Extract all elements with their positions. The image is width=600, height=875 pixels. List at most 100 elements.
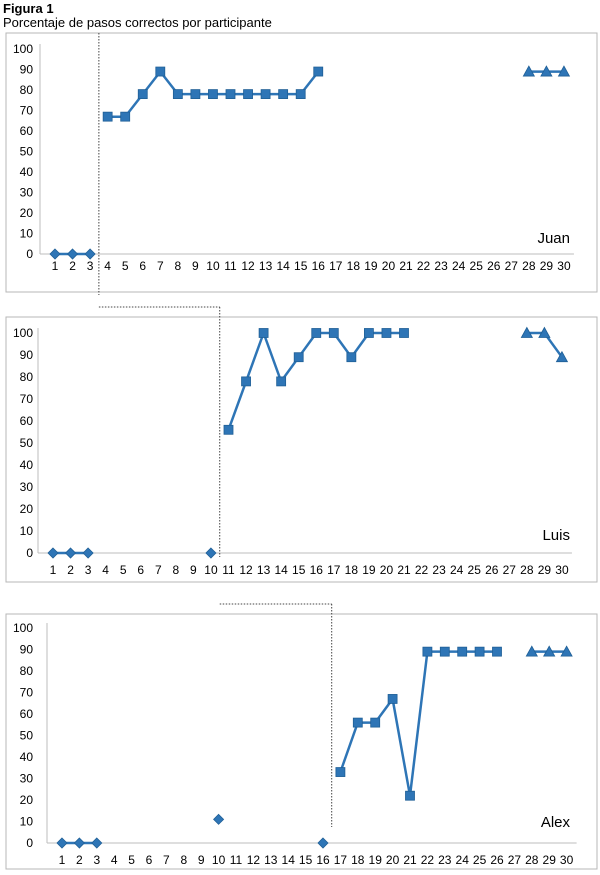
data-point <box>243 89 253 99</box>
x-tick-label: 16 <box>316 853 330 867</box>
x-tick-label: 19 <box>369 853 383 867</box>
data-point <box>543 645 556 657</box>
data-point <box>276 376 287 387</box>
data-point <box>295 89 306 99</box>
data-point <box>538 326 551 338</box>
x-tick-label: 21 <box>403 853 417 867</box>
y-tick-label: 10 <box>20 815 34 829</box>
data-point <box>522 65 536 77</box>
data-point <box>363 328 374 338</box>
series-triangle <box>522 65 571 77</box>
y-tick-label: 20 <box>20 793 34 807</box>
data-point <box>241 376 251 387</box>
x-tick-label: 1 <box>52 259 59 273</box>
data-point <box>225 89 236 99</box>
x-tick-label: 24 <box>452 259 466 273</box>
phase-change-line <box>98 33 333 827</box>
x-tick-label: 10 <box>206 259 220 273</box>
y-tick-label: 50 <box>20 436 34 450</box>
data-point <box>346 352 357 363</box>
x-tick-label: 28 <box>520 563 534 577</box>
data-point <box>102 111 113 122</box>
x-tick-label: 13 <box>259 259 273 273</box>
x-tick-label: 29 <box>543 853 557 867</box>
series-diamond <box>56 813 329 849</box>
x-tick-label: 25 <box>468 563 482 577</box>
y-tick-label: 20 <box>20 502 34 516</box>
x-tick-label: 21 <box>397 563 411 577</box>
x-tick-label: 23 <box>432 563 446 577</box>
x-tick-label: 14 <box>282 853 296 867</box>
y-tick-label: 70 <box>20 104 34 118</box>
x-tick-label: 25 <box>470 259 484 273</box>
x-tick-label: 8 <box>175 259 182 273</box>
x-tick-label: 26 <box>487 259 501 273</box>
data-point <box>260 89 271 99</box>
phase-lines-layer <box>98 33 333 827</box>
data-point <box>405 790 415 801</box>
x-tick-label: 27 <box>503 563 517 577</box>
x-tick-label: 11 <box>222 563 235 577</box>
data-point <box>66 248 79 260</box>
x-tick-label: 28 <box>525 853 539 867</box>
data-point <box>91 837 103 849</box>
y-tick-label: 50 <box>20 729 34 743</box>
x-tick-label: 4 <box>111 853 118 867</box>
x-tick-label: 5 <box>128 853 135 867</box>
y-tick-label: 0 <box>26 546 33 560</box>
x-tick-label: 3 <box>93 853 100 867</box>
x-tick-label: 30 <box>560 853 574 867</box>
data-point <box>73 837 85 849</box>
x-tick-label: 1 <box>50 563 57 577</box>
y-tick-label: 40 <box>20 750 34 764</box>
series-diamond <box>47 547 217 559</box>
x-tick-label: 9 <box>198 853 205 867</box>
x-tick-label: 29 <box>540 259 554 273</box>
data-point <box>328 328 339 338</box>
data-point <box>557 65 571 77</box>
x-tick-label: 16 <box>310 563 324 577</box>
data-point <box>317 837 329 849</box>
data-point <box>560 645 573 657</box>
data-point <box>190 89 201 99</box>
x-tick-label: 10 <box>212 853 226 867</box>
data-point <box>47 547 59 559</box>
x-tick-label: 3 <box>85 563 92 577</box>
x-tick-label: 5 <box>120 563 127 577</box>
y-tick-label: 40 <box>20 165 34 179</box>
y-tick-label: 100 <box>13 42 33 56</box>
x-tick-label: 20 <box>382 259 396 273</box>
y-tick-label: 40 <box>20 458 34 472</box>
participant-name: Juan <box>537 230 570 247</box>
data-point <box>370 717 381 728</box>
x-tick-label: 2 <box>67 563 74 577</box>
y-tick-label: 60 <box>20 124 34 138</box>
x-tick-label: 12 <box>247 853 261 867</box>
y-tick-label: 90 <box>20 348 34 362</box>
x-tick-label: 12 <box>241 259 255 273</box>
data-point <box>474 646 485 657</box>
x-tick-label: 22 <box>417 259 431 273</box>
x-tick-label: 15 <box>299 853 313 867</box>
data-point <box>172 89 183 99</box>
data-point <box>208 89 218 99</box>
data-point <box>213 813 225 825</box>
data-point <box>439 646 450 657</box>
y-tick-label: 90 <box>20 63 34 77</box>
y-tick-label: 10 <box>20 524 34 538</box>
data-point <box>293 352 304 363</box>
x-tick-label: 6 <box>146 853 153 867</box>
x-tick-label: 9 <box>192 259 199 273</box>
panel-frame <box>5 613 598 870</box>
data-point <box>399 328 409 338</box>
x-tick-label: 25 <box>473 853 487 867</box>
y-tick-label: 90 <box>20 643 34 657</box>
x-tick-label: 17 <box>334 853 348 867</box>
participant-name: Luis <box>542 527 570 544</box>
data-point <box>381 328 392 338</box>
data-point <box>387 694 398 704</box>
data-point <box>56 837 68 849</box>
x-tick-label: 15 <box>294 259 308 273</box>
